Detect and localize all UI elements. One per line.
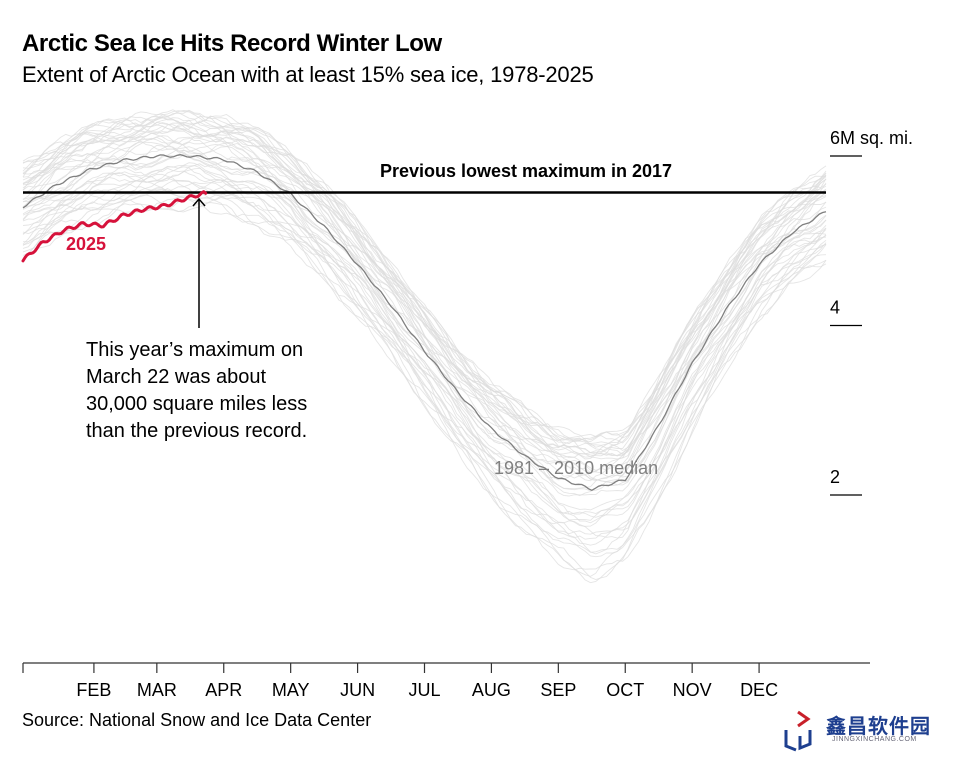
history-year-line	[22, 116, 827, 458]
reference-line-label: Previous lowest maximum in 2017	[380, 161, 672, 181]
y-tick-label: 4	[830, 298, 840, 318]
watermark-url: JINNGXINCHANG.COM	[832, 736, 917, 743]
median-label: 1981 – 2010 median	[494, 458, 658, 478]
x-tick-label: OCT	[606, 680, 644, 700]
history-year-line	[22, 180, 827, 540]
history-year-line	[22, 110, 827, 445]
annotation-line: This year’s maximum on	[86, 339, 303, 361]
annotation-line: March 22 was about	[86, 366, 267, 388]
history-year-line	[22, 196, 827, 571]
history-year-line	[22, 135, 827, 474]
history-year-line	[22, 109, 827, 444]
watermark-logo-icon	[784, 710, 812, 752]
x-axis: FEB MAR APR MAY JUN JUL AUG SEP OCT NOV DEC	[22, 662, 870, 700]
history-year-line	[22, 181, 827, 546]
y-tick-label: 2	[830, 467, 840, 487]
source-note: Source: National Snow and Ice Data Cente…	[22, 710, 372, 730]
history-year-line	[22, 134, 827, 482]
x-tick-label: AUG	[472, 680, 511, 700]
median-series-line	[22, 154, 827, 492]
annotation-arrow	[192, 197, 206, 328]
x-tick-label: FEB	[76, 680, 111, 700]
history-year-line	[22, 167, 827, 518]
history-year-line	[22, 163, 827, 524]
history-year-line	[22, 188, 827, 558]
x-tick-label: SEP	[540, 680, 576, 700]
history-year-line	[22, 125, 827, 460]
annotation-line: than the previous record.	[86, 420, 307, 442]
history-year-line	[22, 116, 827, 457]
x-tick-label: APR	[205, 680, 242, 700]
y-axis: 6M sq. mi. 4 2	[830, 128, 913, 496]
history-year-line	[22, 115, 827, 457]
history-year-line	[22, 179, 827, 555]
series-2025-label: 2025	[66, 234, 106, 254]
history-year-line	[22, 109, 827, 442]
chart-title: Arctic Sea Ice Hits Record Winter Low	[22, 30, 442, 57]
x-tick-label: MAY	[272, 680, 310, 700]
watermark-logo: 鑫昌软件园 JINNGXINCHANG.COM	[782, 708, 942, 752]
series-2025-line	[21, 190, 208, 263]
history-year-line	[22, 167, 827, 527]
x-tick-label: JUN	[340, 680, 375, 700]
x-tick-label: DEC	[740, 680, 778, 700]
watermark-text: 鑫昌软件园	[826, 714, 931, 738]
x-tick-label: NOV	[673, 680, 712, 700]
history-year-line	[22, 135, 827, 478]
history-year-line	[22, 194, 827, 580]
annotation-text: This year’s maximum on March 22 was abou…	[86, 339, 307, 442]
y-tick-label: 6M sq. mi.	[830, 128, 913, 148]
x-tick-label: MAR	[137, 680, 177, 700]
annotation-line: 30,000 square miles less	[86, 393, 307, 415]
chart-subtitle: Extent of Arctic Ocean with at least 15%…	[22, 62, 594, 87]
x-tick-label: JUL	[408, 680, 440, 700]
